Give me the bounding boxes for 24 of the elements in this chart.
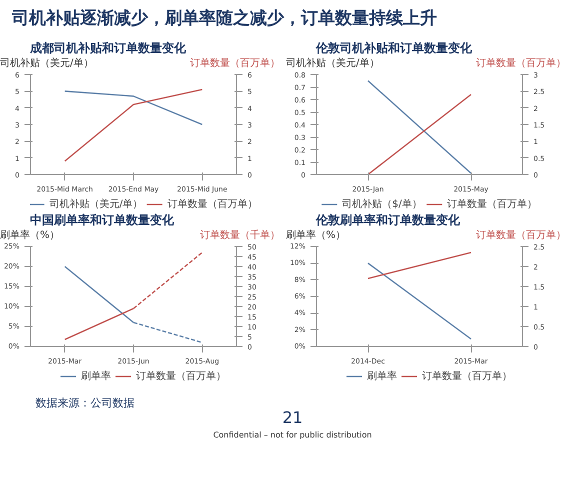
text: 21 (282, 408, 303, 427)
y2-axis-title: 订单数量（百万单） (476, 229, 566, 243)
y-axis-title: 司机补贴（美元/单） (286, 57, 380, 71)
chart-title: 成都司机补贴和订单数量变化 (30, 40, 186, 57)
text: 司机补贴逐渐减少，刷单率随之减少，订单数量持续上升 (11, 8, 438, 28)
legend-label: 司机补贴（美元/单） (49, 198, 143, 211)
chart-title: 伦敦刷单率和订单数量变化 (316, 212, 460, 229)
source-note: 数据来源：公司数据 (36, 396, 135, 410)
y2-axis-title: 订单数量（百万单） (476, 57, 566, 71)
y-axis-title: 司机补贴（美元/单） (0, 57, 94, 71)
chart-title: 伦敦司机补贴和订单数量变化 (316, 40, 472, 57)
text: Confidential – not for public distribution (213, 430, 372, 440)
y2-axis-title: 订单数量（千单） (200, 229, 280, 243)
y-axis-title: 刷单率（%） (0, 229, 60, 243)
legend-label: 刷单率 (81, 370, 111, 383)
y-axis-title: 刷单率（%） (286, 229, 346, 243)
legend-label: 订单数量（百万单） (168, 198, 257, 211)
legend-label: 司机补贴（$/单） (342, 198, 422, 211)
y2-axis-title: 订单数量（百万单） (190, 57, 280, 71)
legend-label: 订单数量（百万单） (446, 198, 537, 211)
legend-label: 订单数量（百万单） (422, 370, 512, 383)
legend-label: 订单数量（百万单） (136, 370, 226, 383)
legend-label: 刷单率 (367, 370, 397, 383)
chart-title: 中国刷单率和订单数量变化 (30, 212, 174, 229)
